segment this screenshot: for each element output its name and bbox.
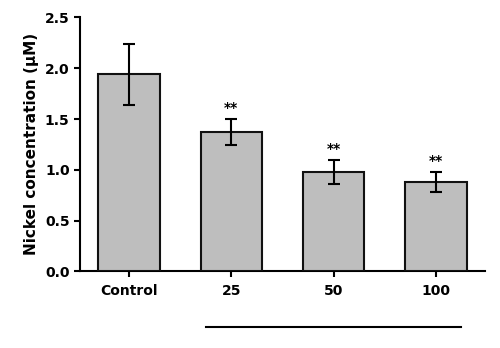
Text: **: ** <box>326 142 341 156</box>
Bar <box>98 74 160 271</box>
Bar <box>405 182 466 271</box>
Y-axis label: Nickel concentration (μM): Nickel concentration (μM) <box>24 33 40 255</box>
Bar <box>303 172 364 271</box>
Text: **: ** <box>429 154 443 168</box>
Bar <box>200 132 262 271</box>
Text: **: ** <box>224 101 238 115</box>
